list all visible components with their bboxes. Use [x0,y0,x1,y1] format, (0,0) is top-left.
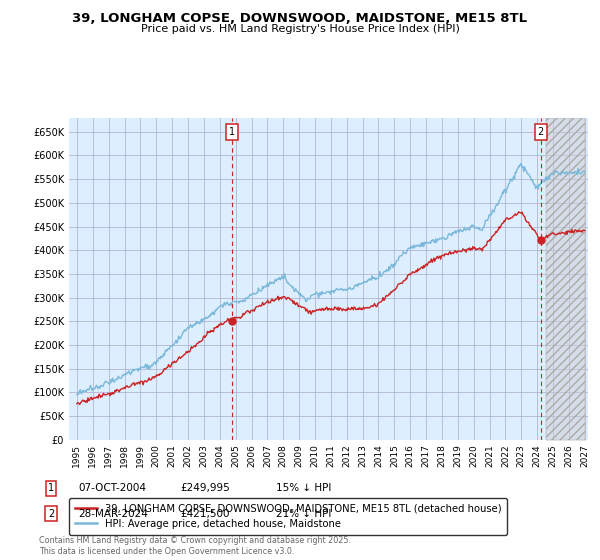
Text: 07-OCT-2004: 07-OCT-2004 [78,483,146,493]
Text: 15% ↓ HPI: 15% ↓ HPI [276,483,331,493]
Text: 28-MAR-2024: 28-MAR-2024 [78,508,148,519]
Text: 21% ↓ HPI: 21% ↓ HPI [276,508,331,519]
Text: 1: 1 [229,127,235,137]
Text: 2: 2 [538,127,544,137]
Text: 1: 1 [48,483,54,493]
Legend: 39, LONGHAM COPSE, DOWNSWOOD, MAIDSTONE, ME15 8TL (detached house), HPI: Average: 39, LONGHAM COPSE, DOWNSWOOD, MAIDSTONE,… [69,498,508,535]
Text: Price paid vs. HM Land Registry's House Price Index (HPI): Price paid vs. HM Land Registry's House … [140,24,460,34]
Text: £249,995: £249,995 [180,483,230,493]
Text: £421,500: £421,500 [180,508,229,519]
Text: 39, LONGHAM COPSE, DOWNSWOOD, MAIDSTONE, ME15 8TL: 39, LONGHAM COPSE, DOWNSWOOD, MAIDSTONE,… [73,12,527,25]
Text: Contains HM Land Registry data © Crown copyright and database right 2025.
This d: Contains HM Land Registry data © Crown c… [39,536,351,556]
Text: 2: 2 [48,508,54,519]
